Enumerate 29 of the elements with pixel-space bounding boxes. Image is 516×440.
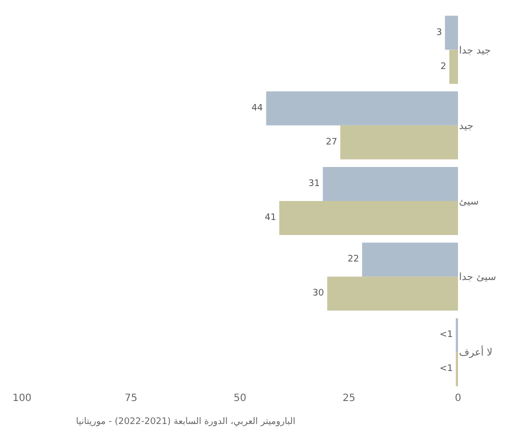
x-tick-label: 75: [124, 393, 138, 404]
y-tick-label: سيئ: [459, 196, 479, 208]
bar: [449, 50, 458, 84]
data-label: 31: [308, 178, 320, 189]
data-label: 27: [326, 137, 338, 148]
bar: [340, 125, 458, 160]
bar: [322, 166, 458, 201]
bar: [444, 16, 458, 50]
bar: [279, 201, 458, 236]
data-label: 41: [264, 213, 276, 224]
y-tick-label: لا أعرف: [459, 346, 493, 359]
data-label: <1: [440, 330, 453, 340]
x-tick-label: 0: [454, 393, 462, 404]
x-tick-label: 25: [342, 393, 356, 404]
bar: [362, 242, 458, 277]
bar: [266, 91, 458, 126]
data-label: <1: [440, 364, 453, 374]
x-tick-label: 50: [234, 393, 246, 404]
y-tick-label: جيد: [459, 120, 474, 132]
data-label: 2: [440, 62, 446, 72]
data-label: 30: [312, 288, 324, 299]
x-tick-label: 100: [12, 393, 32, 404]
data-label: 3: [436, 28, 442, 38]
data-label: 44: [251, 103, 264, 114]
data-label: 22: [348, 254, 360, 265]
bar: [327, 276, 458, 311]
y-tick-label: جيد جدا: [459, 45, 491, 56]
y-tick-label: سيئ جدا: [459, 272, 496, 284]
text: الباروميتر العربي، الدورة السابعة (2021-2022) - موريتانيا: [76, 417, 296, 427]
